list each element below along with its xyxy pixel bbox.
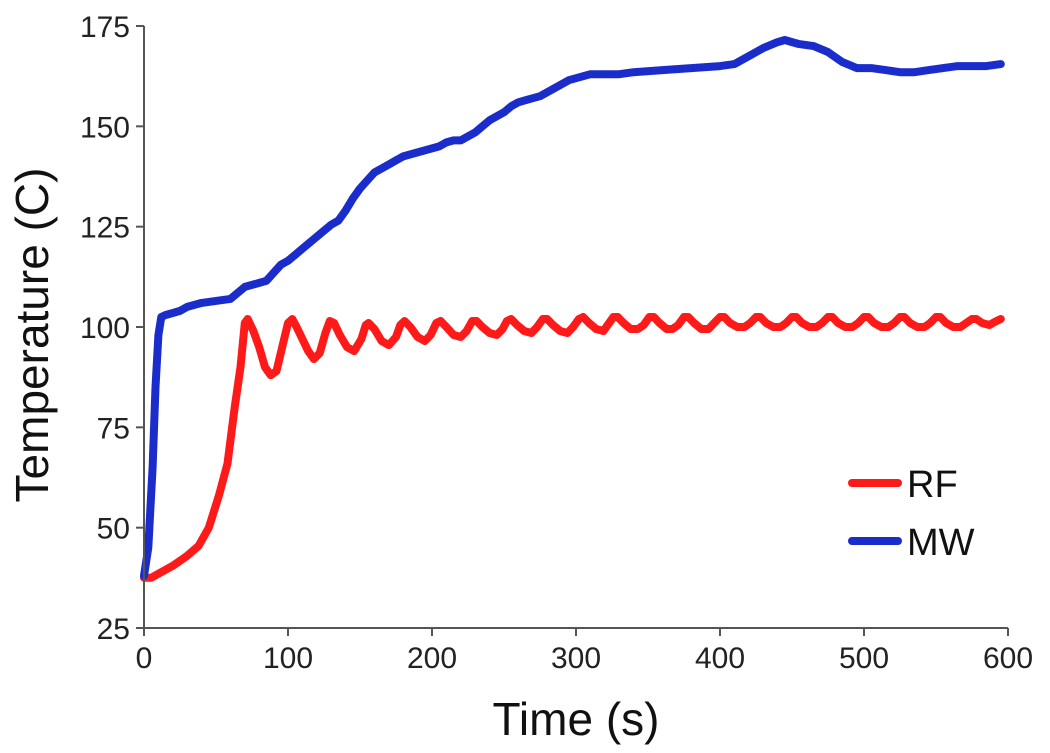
y-tick-label: 50: [97, 513, 130, 546]
y-tick-label: 25: [97, 613, 130, 646]
y-tick-label: 75: [97, 412, 130, 445]
x-axis-title: Time (s): [493, 693, 660, 745]
x-tick-label: 300: [551, 642, 601, 675]
series-lines: [140, 36, 1005, 582]
legend-label-mw: MW: [907, 522, 975, 564]
x-axis-ticks: 0 100 200 300 400 500 600: [136, 628, 1033, 675]
y-tick-label: 100: [80, 312, 130, 345]
x-tick-label: 0: [136, 642, 153, 675]
legend: RF MW: [848, 464, 975, 564]
x-tick-label: 100: [263, 642, 313, 675]
x-tick-label: 600: [983, 642, 1033, 675]
series-line-mw: [140, 36, 1005, 580]
y-tick-label: 150: [80, 111, 130, 144]
y-tick-label: 175: [80, 11, 130, 44]
y-axis-title: Temperature (C): [6, 168, 58, 503]
y-axis-ticks: 25 50 75 100 125 150 175: [80, 11, 144, 646]
y-tick-label: 125: [80, 212, 130, 245]
x-tick-label: 500: [839, 642, 889, 675]
x-tick-label: 200: [407, 642, 457, 675]
x-tick-label: 400: [695, 642, 745, 675]
legend-label-rf: RF: [907, 464, 958, 506]
series-line-rf: [140, 313, 1005, 582]
